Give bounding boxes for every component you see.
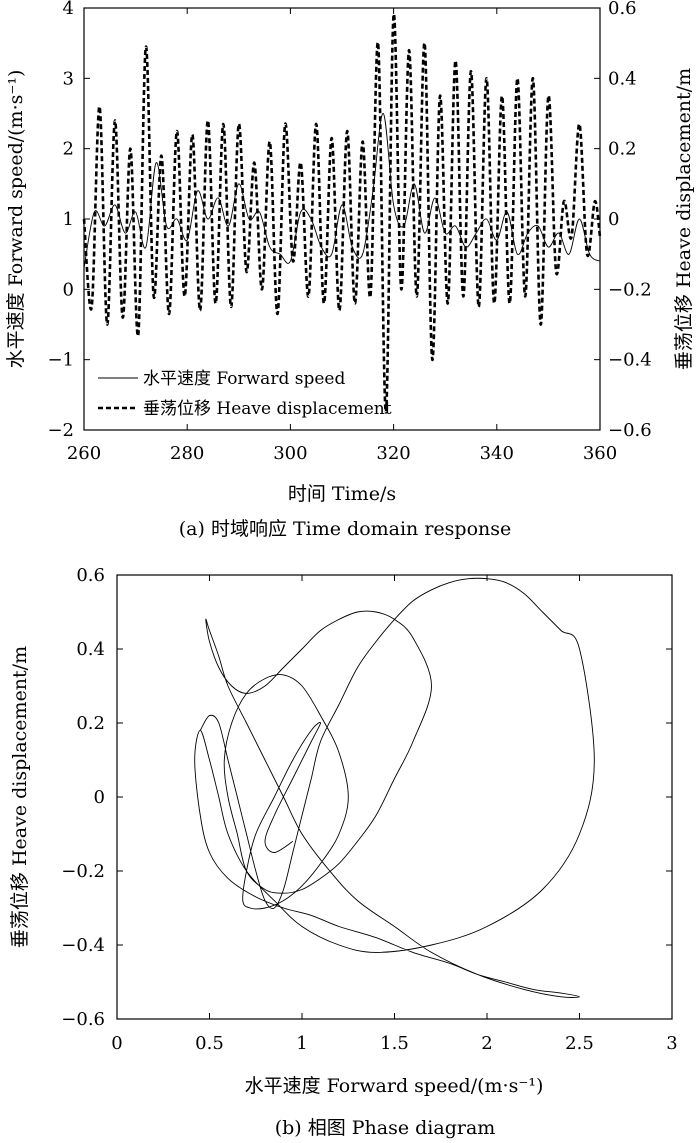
y-tick-label: −0.2 [61,861,105,882]
x-tick-label: 340 [480,443,514,464]
y-tick-label: 0 [94,787,105,808]
x-tick-label: 1 [296,1033,307,1054]
legend-label-heave-displacement: 垂荡位移 Heave displacement [143,399,392,419]
left-y-tick-label: −2 [47,420,74,441]
x-tick-label: 3 [666,1033,677,1054]
left-y-tick-label: 4 [63,0,74,19]
right-y-tick-label: −0.4 [608,350,652,371]
right-y-tick-label: 0.2 [608,139,637,160]
y-tick-label: −0.4 [61,935,105,956]
left-y-tick-label: 3 [63,68,74,89]
time-domain-ticks: 260 280 300 320 340 360 4 3 2 1 0 −1 −2 0.6 0.4 0.2 0 −0.… [47,0,651,464]
time-domain-legend: 水平速度 Forward speed 垂荡位移 Heave displaceme… [98,369,392,419]
right-y-tick-label: −0.6 [608,420,652,441]
x-tick-label: 320 [376,443,410,464]
time-domain-left-y-axis-title: 水平速度 Forward speed/(m·s⁻¹) [5,70,27,369]
phase-diagram-chart: 0 0.5 1 1.5 2 2.5 3 0.6 0.4 0.2 0 −0.2 −0.4 −0.6 水平速度… [9,565,678,1139]
phase-diagram-series-layer [194,577,595,998]
time-domain-series-layer [82,13,602,414]
x-tick-label: 360 [583,443,617,464]
x-tick-label: 2.5 [565,1033,594,1054]
phase-diagram-y-axis-title: 垂荡位移 Heave displacement/m [9,646,31,948]
time-domain-chart: 260 280 300 320 340 360 4 3 2 1 0 −1 −2 0.6 0.4 0.2 0 −0.… [5,0,695,540]
time-domain-right-y-axis-title: 垂荡位移 Heave displacement/m [673,68,695,370]
left-y-tick-label: −1 [47,350,74,371]
right-y-tick-label: −0.2 [608,279,652,300]
x-tick-label: 1.5 [380,1033,409,1054]
y-tick-label: −0.6 [61,1009,105,1030]
right-y-tick-label: 0.6 [608,0,637,19]
x-tick-label: 280 [170,443,204,464]
x-tick-label: 300 [273,443,307,464]
x-tick-label: 2 [481,1033,492,1054]
phase-trajectory-line [194,577,595,998]
phase-diagram-ticks: 0 0.5 1 1.5 2 2.5 3 0.6 0.4 0.2 0 −0.2 −0.4 −0.6 [61,565,677,1054]
x-tick-label: 0.5 [195,1033,224,1054]
phase-diagram-caption: (b) 相图 Phase diagram [275,1117,496,1139]
time-domain-caption: (a) 时域响应 Time domain response [179,518,512,540]
left-y-tick-label: 1 [63,209,74,230]
x-tick-label: 260 [67,443,101,464]
y-tick-label: 0.4 [76,639,105,660]
right-y-tick-label: 0.4 [608,68,637,89]
x-tick-label: 0 [111,1033,122,1054]
left-y-tick-label: 0 [63,279,74,300]
y-tick-label: 0.6 [76,565,105,586]
left-y-tick-label: 2 [63,139,74,160]
legend-label-forward-speed: 水平速度 Forward speed [143,369,345,389]
phase-diagram-plot-frame [116,574,673,1020]
right-y-tick-label: 0 [608,209,619,230]
heave-displacement-line [82,13,602,414]
time-domain-x-axis-title: 时间 Time/s [288,483,396,505]
y-tick-label: 0.2 [76,713,105,734]
phase-diagram-x-axis-title: 水平速度 Forward speed/(m·s⁻¹) [245,1075,544,1097]
